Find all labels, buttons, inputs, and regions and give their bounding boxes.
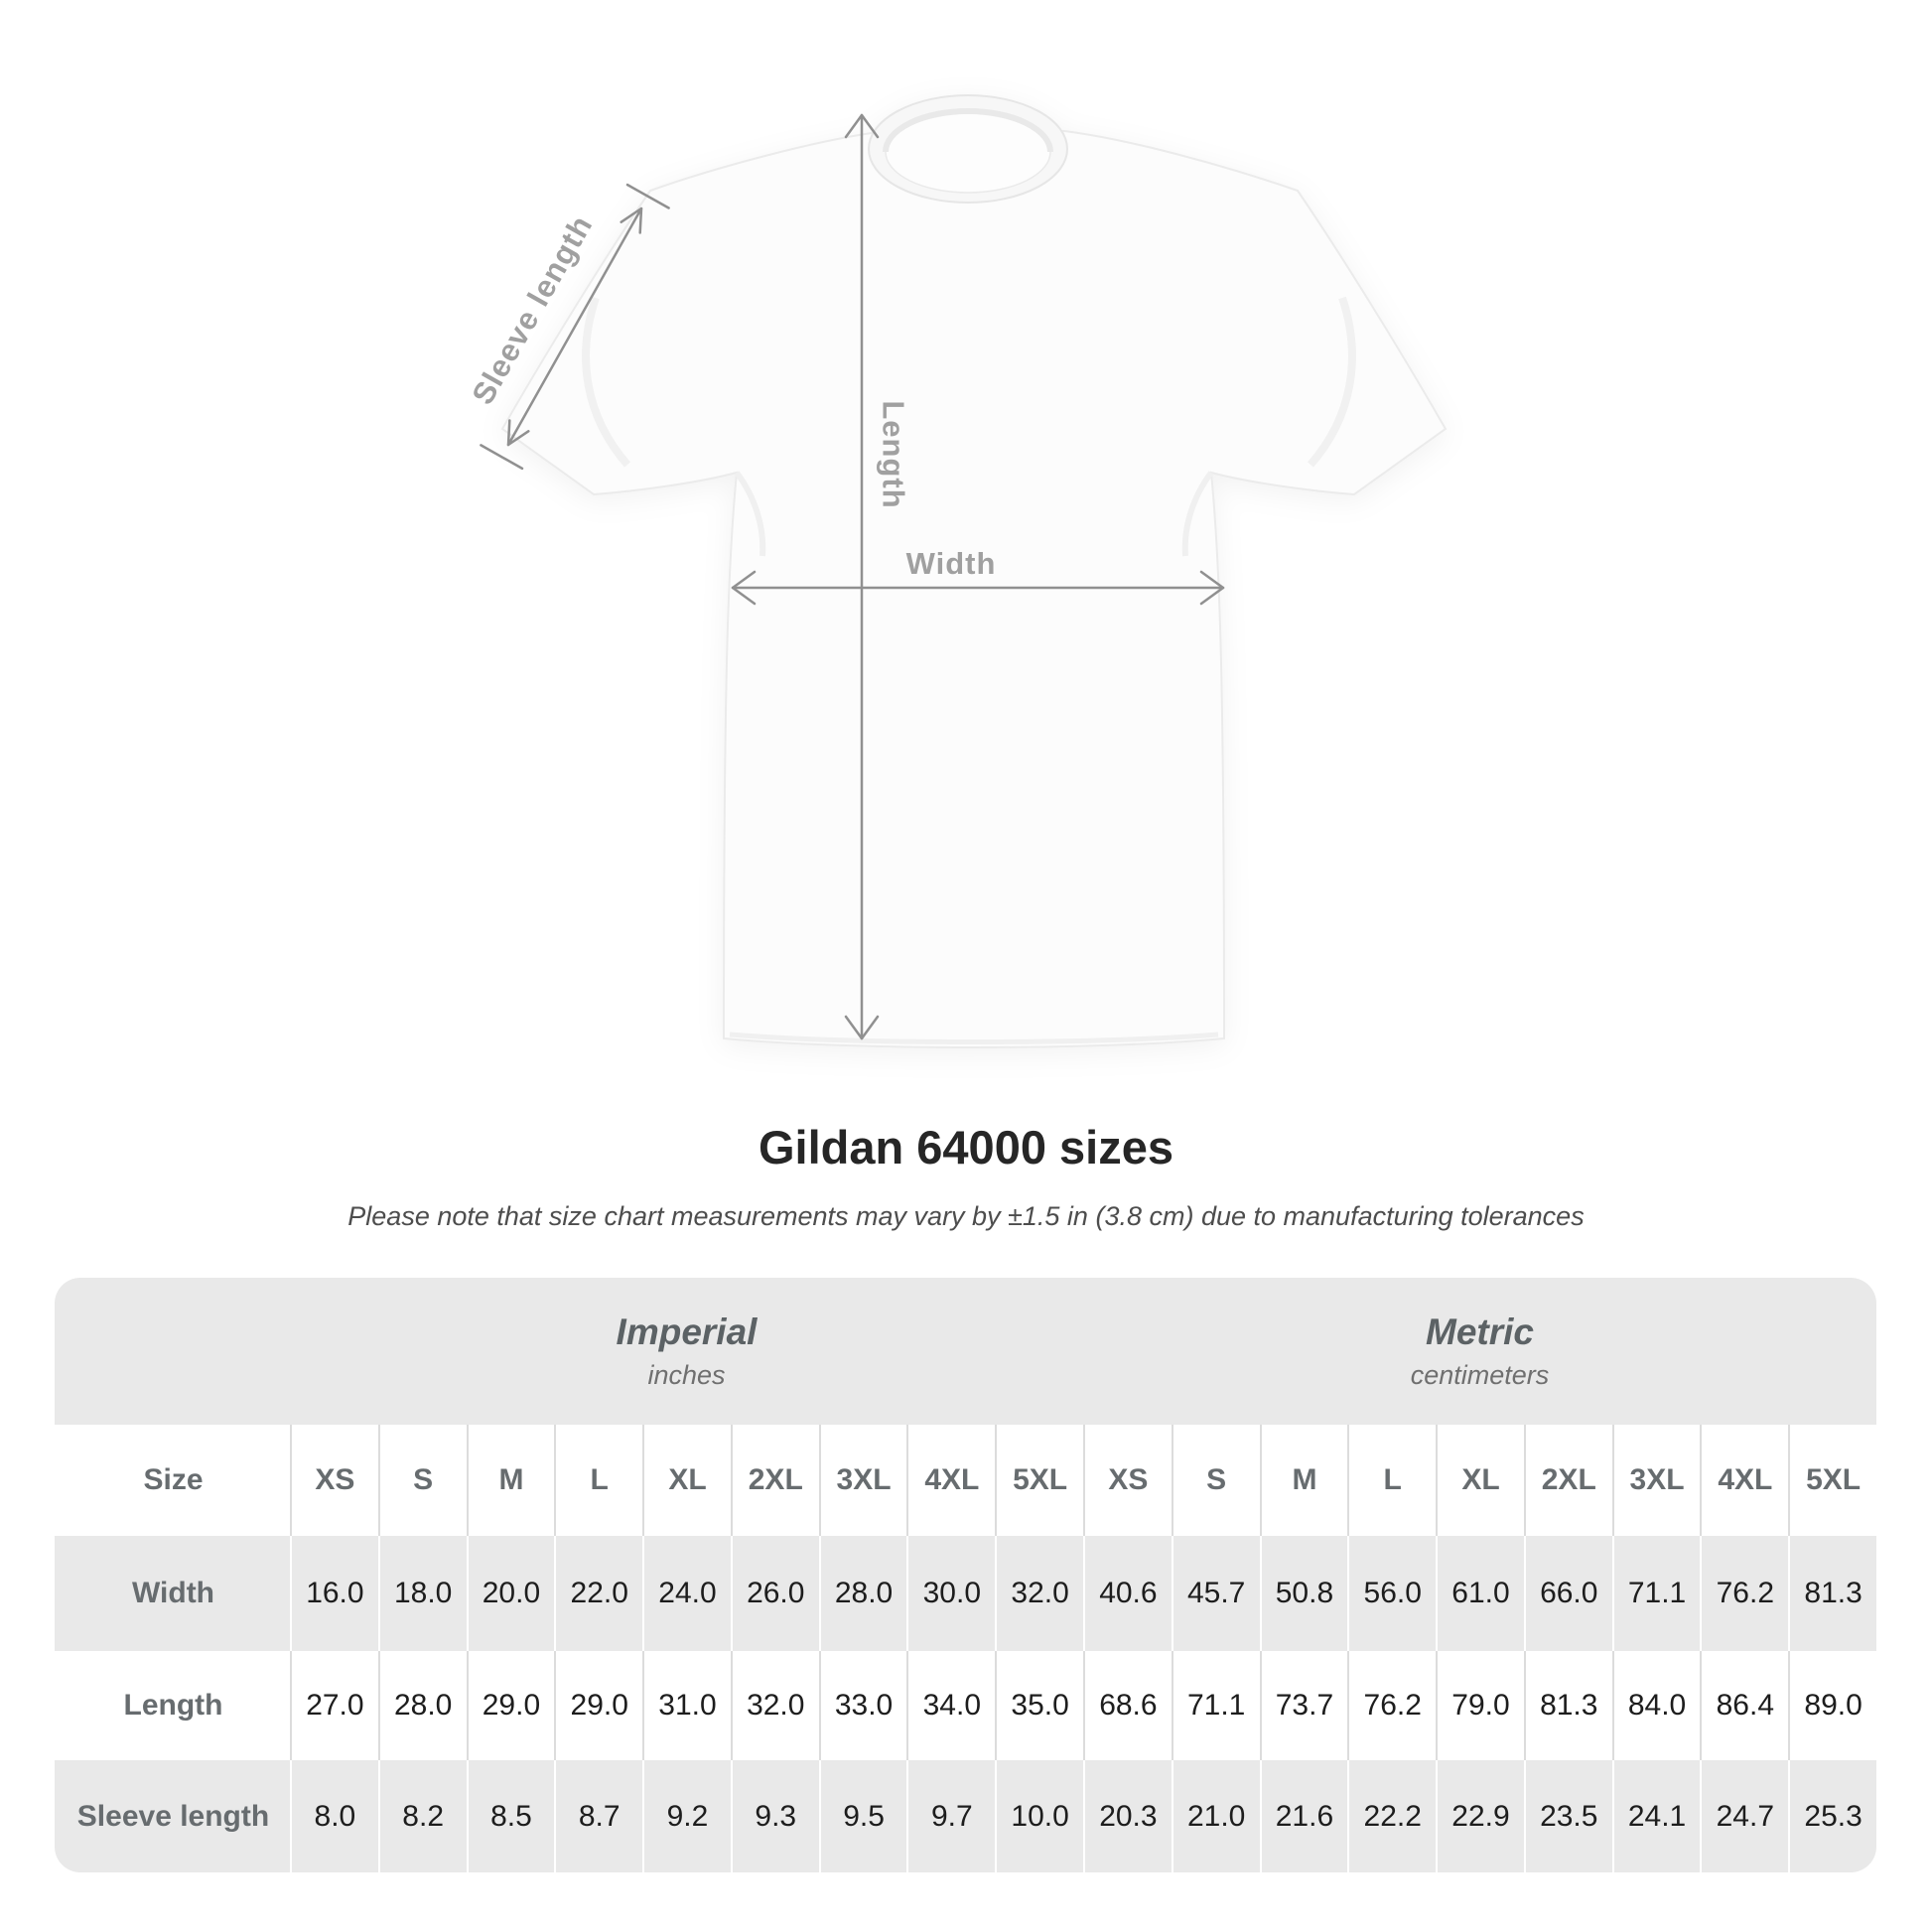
width-dimension-label: Width [906, 546, 997, 581]
measurement-cell: 33.0 [818, 1651, 907, 1760]
measurement-cell: 81.3 [1523, 1651, 1612, 1760]
measurement-cell: 20.0 [466, 1536, 555, 1651]
measurement-cell: 22.2 [1347, 1760, 1437, 1872]
col-header-imperial: XL [642, 1425, 731, 1536]
col-header-metric: XL [1436, 1425, 1524, 1536]
page-title: Gildan 64000 sizes [758, 1121, 1174, 1173]
measurement-cell: 24.7 [1700, 1760, 1789, 1872]
length-arrow [844, 113, 880, 1040]
unit-group-band: Imperial inches Metric centimeters [55, 1278, 1876, 1425]
width-arrow [731, 570, 1225, 606]
metric-group-label: Metric [1426, 1311, 1534, 1353]
measurement-cell: 61.0 [1436, 1536, 1524, 1651]
measurement-cell: 10.0 [995, 1760, 1083, 1872]
measurement-cell: 79.0 [1436, 1651, 1524, 1760]
measurement-cell: 8.5 [466, 1760, 555, 1872]
col-header-imperial: XS [290, 1425, 378, 1536]
measurement-cell: 23.5 [1523, 1760, 1612, 1872]
col-header-imperial: 4XL [906, 1425, 996, 1536]
row-label-length: Length [55, 1651, 290, 1760]
tshirt-graphic [500, 94, 1448, 1048]
col-header-metric: L [1347, 1425, 1437, 1536]
measurement-cell: 86.4 [1700, 1651, 1789, 1760]
imperial-group-label: Imperial [616, 1311, 758, 1353]
size-chart-table: Imperial inches Metric centimeters Size … [55, 1278, 1876, 1872]
measurement-cell: 32.0 [995, 1536, 1083, 1651]
measurement-cell: 22.0 [554, 1536, 643, 1651]
measurement-cell: 8.2 [377, 1760, 467, 1872]
measurement-arrows [480, 113, 1225, 1040]
col-header-metric: 5XL [1788, 1425, 1876, 1536]
measurement-cell: 89.0 [1788, 1651, 1876, 1760]
measurement-cell: 22.9 [1436, 1760, 1524, 1872]
measurement-cell: 20.3 [1083, 1760, 1172, 1872]
measurement-cell: 30.0 [906, 1536, 996, 1651]
metric-group-header: Metric centimeters [1083, 1311, 1876, 1391]
measurement-cell: 26.0 [730, 1536, 819, 1651]
measurement-cell: 9.2 [642, 1760, 731, 1872]
measurement-cell: 9.3 [730, 1760, 819, 1872]
measurement-cell: 29.0 [466, 1651, 555, 1760]
col-header-metric: XS [1083, 1425, 1172, 1536]
measurement-cell: 24.1 [1611, 1760, 1701, 1872]
measurement-cell: 56.0 [1347, 1536, 1437, 1651]
measurement-cell: 71.1 [1611, 1536, 1701, 1651]
measurement-cell: 81.3 [1788, 1536, 1876, 1651]
measurement-cell: 35.0 [995, 1651, 1083, 1760]
col-header-metric: M [1259, 1425, 1348, 1536]
length-dimension-label: Length [877, 400, 911, 508]
measurement-cell: 45.7 [1171, 1536, 1260, 1651]
measurement-cell: 40.6 [1083, 1536, 1172, 1651]
measurement-cell: 27.0 [290, 1651, 378, 1760]
metric-group-unit: centimeters [1410, 1359, 1550, 1390]
measurement-cell: 84.0 [1611, 1651, 1701, 1760]
measurement-cell: 8.0 [290, 1760, 378, 1872]
measurement-cell: 18.0 [377, 1536, 467, 1651]
tolerance-note: Please note that size chart measurements… [347, 1201, 1585, 1231]
measurement-cell: 73.7 [1259, 1651, 1348, 1760]
measurement-cell: 66.0 [1523, 1536, 1612, 1651]
measurement-cell: 68.6 [1083, 1651, 1172, 1760]
col-header-imperial: M [466, 1425, 555, 1536]
measurement-cell: 9.7 [906, 1760, 996, 1872]
measurement-cell: 21.0 [1171, 1760, 1260, 1872]
measurement-cell: 8.7 [554, 1760, 643, 1872]
sleeve-length-arrow [480, 183, 670, 471]
col-header-metric: S [1171, 1425, 1260, 1536]
measurement-cell: 16.0 [290, 1536, 378, 1651]
col-header-imperial: L [554, 1425, 643, 1536]
measurement-cell: 31.0 [642, 1651, 731, 1760]
col-header-imperial: 5XL [995, 1425, 1083, 1536]
measurement-cell: 76.2 [1700, 1536, 1789, 1651]
measurement-cell: 32.0 [730, 1651, 819, 1760]
imperial-group-unit: inches [647, 1359, 726, 1390]
col-header-imperial: S [377, 1425, 467, 1536]
col-header-metric: 3XL [1611, 1425, 1701, 1536]
col-header-metric: 2XL [1523, 1425, 1612, 1536]
tshirt-measurement-diagram: Sleeve length Length Width [465, 94, 1448, 1048]
size-header-cell: Size [55, 1425, 290, 1536]
measurement-cell: 29.0 [554, 1651, 643, 1760]
measurement-cell: 50.8 [1259, 1536, 1348, 1651]
row-label-sleeve-length: Sleeve length [55, 1760, 290, 1872]
imperial-group-header: Imperial inches [290, 1311, 1083, 1391]
measurement-cell: 71.1 [1171, 1651, 1260, 1760]
col-header-imperial: 2XL [730, 1425, 819, 1536]
measurement-cell: 9.5 [818, 1760, 907, 1872]
col-header-imperial: 3XL [818, 1425, 907, 1536]
col-header-metric: 4XL [1700, 1425, 1789, 1536]
measurement-cell: 76.2 [1347, 1651, 1437, 1760]
row-label-width: Width [55, 1536, 290, 1651]
measurement-cell: 25.3 [1788, 1760, 1876, 1872]
measurement-cell: 21.6 [1259, 1760, 1348, 1872]
measurement-cell: 28.0 [377, 1651, 467, 1760]
measurement-cell: 34.0 [906, 1651, 996, 1760]
measurement-cell: 28.0 [818, 1536, 907, 1651]
measurement-cell: 24.0 [642, 1536, 731, 1651]
